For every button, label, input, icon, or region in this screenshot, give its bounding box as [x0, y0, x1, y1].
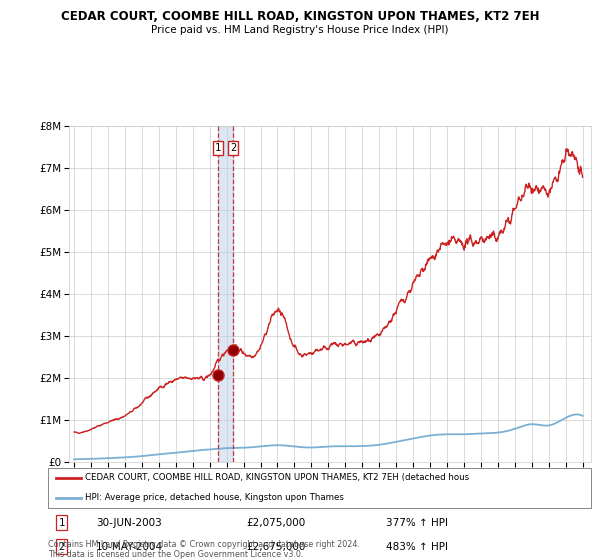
- Text: Price paid vs. HM Land Registry's House Price Index (HPI): Price paid vs. HM Land Registry's House …: [151, 25, 449, 35]
- Text: 2: 2: [58, 542, 65, 552]
- Text: 30-JUN-2003: 30-JUN-2003: [97, 517, 163, 528]
- Bar: [218, 126, 233, 462]
- Text: Contains HM Land Registry data © Crown copyright and database right 2024.
This d: Contains HM Land Registry data © Crown c…: [48, 540, 360, 559]
- Text: 377% ↑ HPI: 377% ↑ HPI: [386, 517, 448, 528]
- Text: £2,675,000: £2,675,000: [247, 542, 306, 552]
- Text: HPI: Average price, detached house, Kingston upon Thames: HPI: Average price, detached house, King…: [85, 493, 344, 502]
- Text: £2,075,000: £2,075,000: [247, 517, 305, 528]
- Text: 2: 2: [230, 143, 236, 153]
- Text: 483% ↑ HPI: 483% ↑ HPI: [386, 542, 448, 552]
- Text: CEDAR COURT, COOMBE HILL ROAD, KINGSTON UPON THAMES, KT2 7EH: CEDAR COURT, COOMBE HILL ROAD, KINGSTON …: [61, 10, 539, 23]
- Text: CEDAR COURT, COOMBE HILL ROAD, KINGSTON UPON THAMES, KT2 7EH (detached hous: CEDAR COURT, COOMBE HILL ROAD, KINGSTON …: [85, 473, 469, 482]
- Text: 1: 1: [215, 143, 221, 153]
- Text: 1: 1: [58, 517, 65, 528]
- Text: 10-MAY-2004: 10-MAY-2004: [96, 542, 163, 552]
